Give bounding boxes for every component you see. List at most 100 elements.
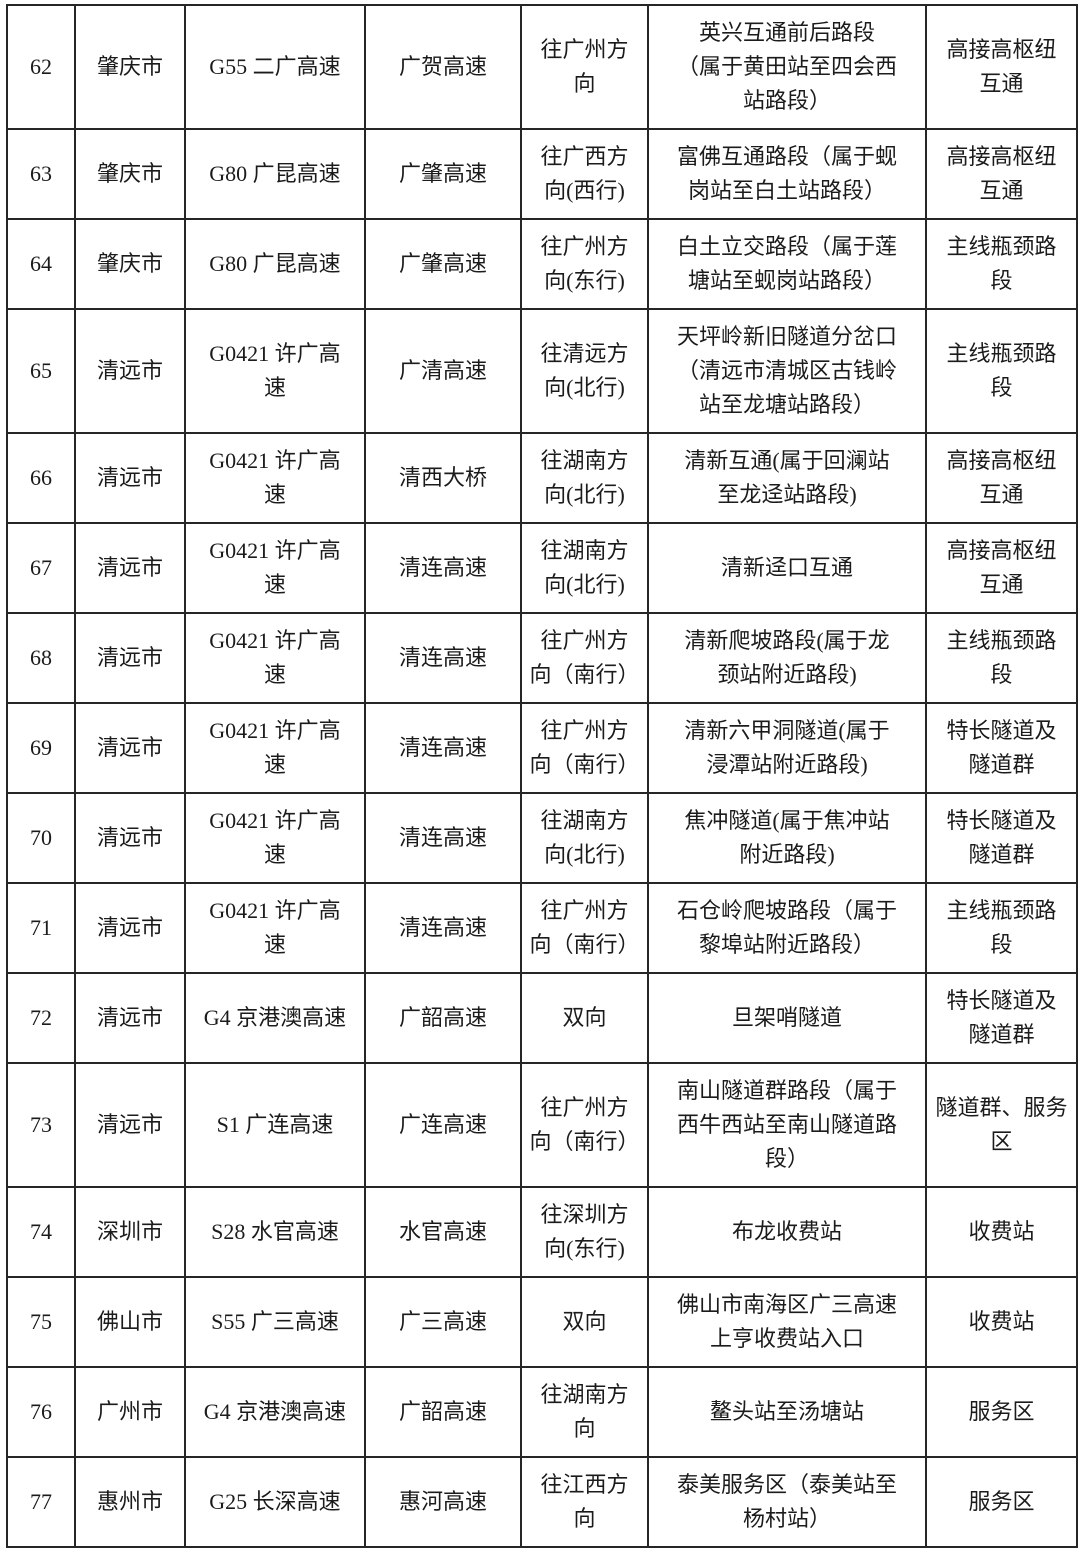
cell-road-name: 清连高速 bbox=[364, 522, 522, 614]
cell-location: 清新迳口互通 bbox=[647, 522, 927, 614]
cell-road-name: 广贺高速 bbox=[364, 4, 522, 130]
cell-direction: 往深圳方 向(东行) bbox=[520, 1186, 649, 1278]
cell-direction: 往湖南方 向(北行) bbox=[520, 522, 649, 614]
cell-highway-code: G80 广昆高速 bbox=[184, 218, 366, 310]
cell-row-number: 76 bbox=[6, 1366, 76, 1458]
cell-row-number: 65 bbox=[6, 308, 76, 434]
cell-road-name: 清连高速 bbox=[364, 882, 522, 974]
cell-location: 布龙收费站 bbox=[647, 1186, 927, 1278]
table-row: 74 深圳市 S28 水官高速 水官高速 往深圳方 向(东行) 布龙收费站 收费… bbox=[6, 1186, 1078, 1278]
cell-row-number: 74 bbox=[6, 1186, 76, 1278]
cell-location: 佛山市南海区广三高速 上亨收费站入口 bbox=[647, 1276, 927, 1368]
cell-row-number: 67 bbox=[6, 522, 76, 614]
cell-direction: 往广州方 向（南行） bbox=[520, 612, 649, 704]
cell-city: 清远市 bbox=[74, 972, 186, 1064]
cell-highway-code: G0421 许广高 速 bbox=[184, 522, 366, 614]
cell-highway-code: G4 京港澳高速 bbox=[184, 972, 366, 1064]
cell-row-number: 71 bbox=[6, 882, 76, 974]
cell-direction: 往江西方 向 bbox=[520, 1456, 649, 1548]
cell-segment-type: 高接高枢纽 互通 bbox=[925, 128, 1078, 220]
table-row: 75 佛山市 S55 广三高速 广三高速 双向 佛山市南海区广三高速 上亨收费站… bbox=[6, 1276, 1078, 1368]
cell-direction: 往广州方 向（南行） bbox=[520, 882, 649, 974]
cell-road-name: 广连高速 bbox=[364, 1062, 522, 1188]
cell-city: 清远市 bbox=[74, 1062, 186, 1188]
cell-city: 深圳市 bbox=[74, 1186, 186, 1278]
cell-location: 白土立交路段（属于莲 塘站至蚬岗站路段） bbox=[647, 218, 927, 310]
cell-road-name: 惠河高速 bbox=[364, 1456, 522, 1548]
cell-highway-code: G0421 许广高 速 bbox=[184, 432, 366, 524]
cell-segment-type: 服务区 bbox=[925, 1456, 1078, 1548]
table-row: 66 清远市 G0421 许广高 速 清西大桥 往湖南方 向(北行) 清新互通(… bbox=[6, 432, 1078, 524]
cell-road-name: 广肇高速 bbox=[364, 218, 522, 310]
cell-highway-code: S55 广三高速 bbox=[184, 1276, 366, 1368]
cell-row-number: 63 bbox=[6, 128, 76, 220]
cell-direction: 往广州方 向(东行) bbox=[520, 218, 649, 310]
cell-highway-code: G0421 许广高 速 bbox=[184, 882, 366, 974]
cell-row-number: 66 bbox=[6, 432, 76, 524]
cell-segment-type: 主线瓶颈路 段 bbox=[925, 882, 1078, 974]
cell-highway-code: G55 二广高速 bbox=[184, 4, 366, 130]
cell-road-name: 广肇高速 bbox=[364, 128, 522, 220]
cell-location: 清新爬坡路段(属于龙 颈站附近路段) bbox=[647, 612, 927, 704]
cell-highway-code: G25 长深高速 bbox=[184, 1456, 366, 1548]
table-row: 76 广州市 G4 京港澳高速 广韶高速 往湖南方 向 鳌头站至汤塘站 服务区 bbox=[6, 1366, 1078, 1458]
cell-segment-type: 高接高枢纽 互通 bbox=[925, 522, 1078, 614]
cell-segment-type: 高接高枢纽 互通 bbox=[925, 432, 1078, 524]
table-body: 62 肇庆市 G55 二广高速 广贺高速 往广州方 向 英兴互通前后路段 （属于… bbox=[6, 4, 1078, 1548]
cell-road-name: 清西大桥 bbox=[364, 432, 522, 524]
cell-row-number: 62 bbox=[6, 4, 76, 130]
cell-city: 清远市 bbox=[74, 308, 186, 434]
cell-city: 清远市 bbox=[74, 702, 186, 794]
cell-city: 清远市 bbox=[74, 432, 186, 524]
cell-direction: 往清远方 向(北行) bbox=[520, 308, 649, 434]
cell-direction: 双向 bbox=[520, 972, 649, 1064]
table-row: 71 清远市 G0421 许广高 速 清连高速 往广州方 向（南行） 石仓岭爬坡… bbox=[6, 882, 1078, 974]
cell-segment-type: 特长隧道及 隧道群 bbox=[925, 972, 1078, 1064]
cell-road-name: 广清高速 bbox=[364, 308, 522, 434]
cell-road-name: 清连高速 bbox=[364, 702, 522, 794]
cell-location: 南山隧道群路段（属于 西牛西站至南山隧道路 段） bbox=[647, 1062, 927, 1188]
cell-road-name: 广韶高速 bbox=[364, 1366, 522, 1458]
cell-row-number: 75 bbox=[6, 1276, 76, 1368]
cell-location: 天坪岭新旧隧道分岔口 （清远市清城区古钱岭 站至龙塘站路段） bbox=[647, 308, 927, 434]
cell-segment-type: 服务区 bbox=[925, 1366, 1078, 1458]
cell-highway-code: G0421 许广高 速 bbox=[184, 612, 366, 704]
cell-direction: 往广州方 向（南行） bbox=[520, 702, 649, 794]
cell-city: 清远市 bbox=[74, 522, 186, 614]
congestion-table: 62 肇庆市 G55 二广高速 广贺高速 往广州方 向 英兴互通前后路段 （属于… bbox=[6, 4, 1078, 1548]
cell-road-name: 清连高速 bbox=[364, 612, 522, 704]
cell-segment-type: 主线瓶颈路 段 bbox=[925, 218, 1078, 310]
cell-road-name: 清连高速 bbox=[364, 792, 522, 884]
cell-location: 清新互通(属于回澜站 至龙迳站路段) bbox=[647, 432, 927, 524]
cell-segment-type: 收费站 bbox=[925, 1276, 1078, 1368]
cell-segment-type: 主线瓶颈路 段 bbox=[925, 612, 1078, 704]
cell-row-number: 68 bbox=[6, 612, 76, 704]
cell-city: 肇庆市 bbox=[74, 128, 186, 220]
cell-direction: 往广西方 向(西行) bbox=[520, 128, 649, 220]
cell-location: 石仓岭爬坡路段（属于 黎埠站附近路段） bbox=[647, 882, 927, 974]
cell-city: 清远市 bbox=[74, 792, 186, 884]
table-row: 69 清远市 G0421 许广高 速 清连高速 往广州方 向（南行） 清新六甲洞… bbox=[6, 702, 1078, 794]
cell-segment-type: 特长隧道及 隧道群 bbox=[925, 792, 1078, 884]
cell-highway-code: G0421 许广高 速 bbox=[184, 308, 366, 434]
cell-segment-type: 收费站 bbox=[925, 1186, 1078, 1278]
cell-location: 清新六甲洞隧道(属于 浸潭站附近路段) bbox=[647, 702, 927, 794]
cell-location: 泰美服务区（泰美站至 杨村站） bbox=[647, 1456, 927, 1548]
cell-segment-type: 特长隧道及 隧道群 bbox=[925, 702, 1078, 794]
table-row: 64 肇庆市 G80 广昆高速 广肇高速 往广州方 向(东行) 白土立交路段（属… bbox=[6, 218, 1078, 310]
cell-row-number: 72 bbox=[6, 972, 76, 1064]
cell-highway-code: G4 京港澳高速 bbox=[184, 1366, 366, 1458]
cell-row-number: 64 bbox=[6, 218, 76, 310]
cell-location: 富佛互通路段（属于蚬 岗站至白土站路段） bbox=[647, 128, 927, 220]
cell-city: 肇庆市 bbox=[74, 218, 186, 310]
table-row: 67 清远市 G0421 许广高 速 清连高速 往湖南方 向(北行) 清新迳口互… bbox=[6, 522, 1078, 614]
cell-direction: 往广州方 向（南行） bbox=[520, 1062, 649, 1188]
cell-highway-code: S28 水官高速 bbox=[184, 1186, 366, 1278]
cell-row-number: 69 bbox=[6, 702, 76, 794]
cell-city: 惠州市 bbox=[74, 1456, 186, 1548]
cell-location: 旦架哨隧道 bbox=[647, 972, 927, 1064]
cell-direction: 双向 bbox=[520, 1276, 649, 1368]
table-row: 70 清远市 G0421 许广高 速 清连高速 往湖南方 向(北行) 焦冲隧道(… bbox=[6, 792, 1078, 884]
cell-city: 佛山市 bbox=[74, 1276, 186, 1368]
